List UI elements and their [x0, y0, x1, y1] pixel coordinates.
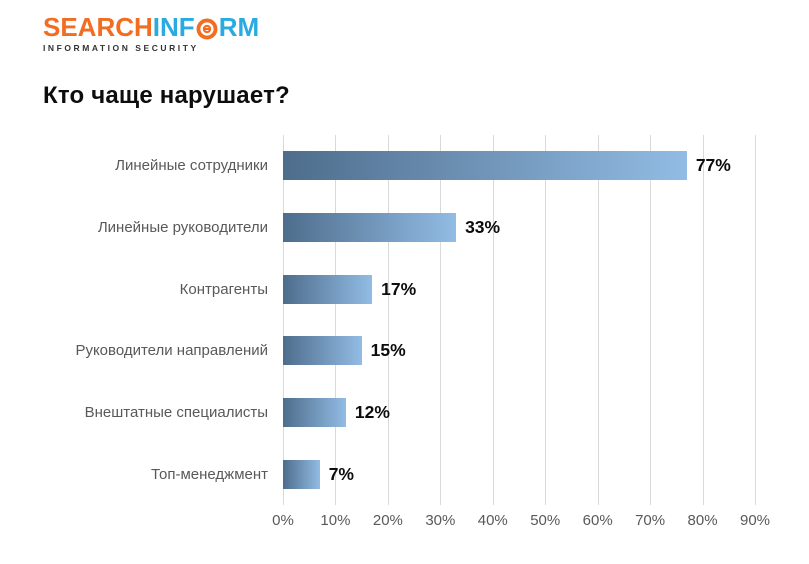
bar-track: 12%: [283, 397, 755, 427]
bar-rows: Линейные сотрудники 77% Линейные руководит…: [0, 135, 809, 505]
gridline: [597, 135, 599, 505]
x-tick-label: 90%: [739, 512, 771, 529]
category-label: Контрагенты: [179, 280, 268, 298]
bar: [283, 397, 346, 427]
bar-track: 77%: [283, 151, 755, 181]
bar: [283, 151, 687, 181]
value-label: 77%: [695, 155, 731, 176]
bar-row: Топ-менеджмент 7%: [0, 443, 809, 505]
category-label: Линейные сотрудники: [115, 157, 268, 175]
bar-row: Контрагенты 17%: [0, 258, 809, 320]
bar-track: 33%: [283, 212, 755, 242]
bar: [283, 212, 457, 242]
logo-text-search: SEARCH: [43, 12, 153, 42]
bar-track: 7%: [283, 459, 755, 489]
category-label: Внештатные специалисты: [84, 403, 268, 421]
logo-text-inf: INF: [152, 12, 195, 42]
x-tick-label: 0%: [272, 512, 294, 529]
gridline: [492, 135, 494, 505]
value-label: 12%: [354, 401, 390, 422]
x-tick-label: 80%: [687, 512, 718, 529]
value-label: 17%: [381, 278, 417, 299]
logo-tagline: INFORMATION SECURITY: [43, 43, 199, 53]
logo-wordmark: SEARCH INF RM: [43, 13, 259, 41]
category-label: Руководители направлений: [75, 342, 268, 360]
x-axis: 0% 10% 20% 30% 40% 50% 60% 70% 80% 90%: [272, 512, 770, 534]
bar-track: 15%: [283, 336, 755, 366]
x-tick-label: 30%: [425, 512, 456, 529]
gridline: [702, 135, 704, 505]
page-title: Кто чаще нарушает?: [43, 82, 290, 109]
category-label: Топ-менеджмент: [151, 465, 268, 483]
gridline: [650, 135, 652, 505]
plot-gridlines: [283, 135, 756, 505]
x-tick-label: 20%: [372, 512, 403, 529]
x-tick-label: 10%: [320, 512, 351, 529]
bar-row: Внештатные специалисты 12%: [0, 382, 809, 444]
gridline: [755, 135, 756, 505]
bar: [283, 336, 362, 366]
value-label: 7%: [328, 463, 354, 484]
bar: [283, 459, 320, 489]
gridline: [283, 135, 284, 505]
category-label: Линейные руководители: [97, 218, 268, 236]
logo-text-rm: RM: [218, 12, 260, 42]
bar-row: Руководители направлений 15%: [0, 320, 809, 382]
bar-row: Линейные сотрудники 77%: [0, 135, 809, 197]
bar-chart: Линейные сотрудники 77% Линейные руководит…: [0, 135, 809, 545]
value-label: 33%: [465, 216, 501, 237]
x-tick-label: 40%: [477, 512, 508, 529]
gridline: [545, 135, 547, 505]
bar-row: Линейные руководители 33%: [0, 197, 809, 259]
bar: [283, 274, 373, 304]
value-label: 15%: [370, 340, 406, 361]
x-tick-label: 70%: [635, 512, 666, 529]
bar-track: 17%: [283, 274, 755, 304]
x-tick-label: 60%: [582, 512, 613, 529]
x-tick-label: 50%: [530, 512, 561, 529]
searchinform-logo: SEARCH INF RM INFORMATION SECURITY: [43, 13, 259, 53]
gridline: [335, 135, 337, 505]
at-symbol-icon: [196, 17, 218, 40]
gridline: [387, 135, 389, 505]
gridline: [440, 135, 442, 505]
